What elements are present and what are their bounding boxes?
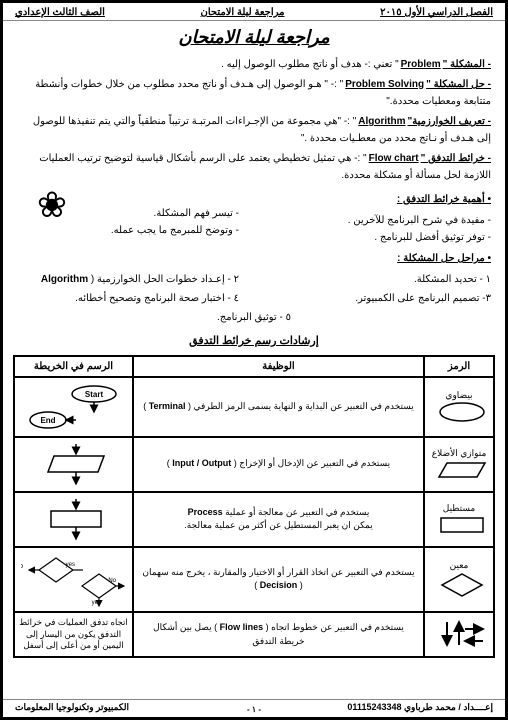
importance-title: • أهمية خرائط التدفق : (269, 191, 491, 208)
svg-text:Start: Start (85, 390, 104, 399)
process-drawing (14, 492, 133, 547)
flower-decoration: ❀ (17, 187, 67, 237)
decision-flow-drawing: yes No yes No (21, 552, 126, 607)
flowlines-symbol-cell (424, 612, 494, 658)
row-flowlines: يستخدم في التعبير عن خطوط اتجاه ( Flow l… (14, 612, 494, 658)
stages-row2: ٣- تصميم البرنامج على الكمبيوتر. ٤ - اخت… (17, 290, 491, 307)
definition-problem: - المشكلة "Problem" تعني :- هدف أو ناتج … (17, 56, 491, 73)
flowchart-symbols-table: الرمز الوظيفة الرسم في الخريطة بيضاوي يس… (13, 355, 495, 659)
header-right: الفصل الدراسي الأول ٢٠١٥ (380, 7, 493, 18)
th-function: الوظيفة (133, 356, 424, 377)
table-header-row: الرمز الوظيفة الرسم في الخريطة (14, 356, 494, 377)
io-symbol-cell: متوازي الأضلاع (424, 437, 494, 492)
importance-r2: - توفر توثيق أفضل للبرنامج . (269, 229, 491, 246)
table-title: إرشادات رسم خرائط التدفق (17, 332, 491, 351)
importance-section: • أهمية خرائط التدفق : - مفيدة في شرح ال… (17, 187, 491, 246)
stages-row1: ١ - تحديد المشكلة. ٢ - إعـداد خطوات الحل… (17, 271, 491, 288)
stage-2: ٢ - إعـداد خطوات الحل الخوارزمية ( Algor… (17, 271, 239, 288)
importance-r1: - مفيدة في شرح البرنامج للآخرين . (269, 212, 491, 229)
row-io: متوازي الأضلاع يستخدم في التعبير عن الإد… (14, 437, 494, 492)
page-number: - ١ - (247, 705, 261, 714)
decision-func: يستخدم في التعبير عن اتخاذ القرار أو الا… (133, 547, 424, 612)
page-header: الفصل الدراسي الأول ٢٠١٥ مراجعة ليلة الا… (3, 3, 505, 21)
svg-text:End: End (40, 416, 55, 425)
definition-algorithm: - تعريف الخوارزمية"Algorithm" :- "هي مجم… (17, 113, 491, 147)
process-flow-drawing (26, 497, 126, 542)
svg-text:No: No (21, 563, 23, 570)
terminal-flow-drawing: Start End (26, 382, 126, 432)
rectangle-shape-icon (437, 514, 487, 536)
arrows-shape-icon (437, 617, 487, 652)
stage-3: ٣- تصميم البرنامج على الكمبيوتر. (269, 290, 491, 307)
flowlines-func: يستخدم في التعبير عن خطوط اتجاه ( Flow l… (133, 612, 424, 658)
parallelogram-shape-icon (437, 459, 487, 481)
stage-1: ١ - تحديد المشكلة. (269, 271, 491, 288)
svg-text:No: No (108, 578, 116, 584)
row-process: مستطيل يستخدم في التعبير عن معالجة أو عم… (14, 492, 494, 547)
terminal-symbol-cell: بيضاوي (424, 377, 494, 437)
th-drawing: الرسم في الخريطة (14, 356, 133, 377)
process-symbol-cell: مستطيل (424, 492, 494, 547)
header-left: الصف الثالث الإعدادي (15, 7, 105, 18)
svg-text:yes: yes (66, 562, 75, 568)
page-footer: إعــــداد / محمد طرباوي 01115243348 - ١ … (3, 699, 505, 715)
stage-5: ٥ - توثيق البرنامج. (17, 309, 491, 326)
footer-right: إعــــداد / محمد طرباوي 01115243348 (347, 702, 493, 713)
decision-drawing: yes No yes No (14, 547, 133, 612)
io-flow-drawing (26, 442, 126, 487)
definition-flowchart: - خرائط التدفق "Flow chart" :- هي تمثيل … (17, 150, 491, 184)
io-func: يستخدم في التعبير عن الإدخال أو الإخراج … (133, 437, 424, 492)
stages-title: • مراحل حل المشكلة : (17, 250, 491, 267)
svg-text:yes: yes (92, 600, 101, 606)
diamond-shape-icon (437, 571, 487, 599)
row-terminal: بيضاوي يستخدم في التعبير عن البداية و ال… (14, 377, 494, 437)
flowlines-drawing-text: اتجاه تدفق العمليات في خرائط التدفق يكون… (14, 612, 133, 658)
content-area: - المشكلة "Problem" تعني :- هدف أو ناتج … (3, 56, 505, 351)
oval-shape-icon (437, 401, 487, 423)
decision-symbol-cell: معين (424, 547, 494, 612)
terminal-func: يستخدم في التعبير عن البداية و النهاية ي… (133, 377, 424, 437)
row-decision: معين يستخدم في التعبير عن اتخاذ القرار أ… (14, 547, 494, 612)
process-func: يستخدم في التعبير عن معالجة أو عملية Pro… (133, 492, 424, 547)
footer-left: الكمبيوتر وتكنولوجيا المعلومات (15, 702, 129, 713)
th-symbol: الرمز (424, 356, 494, 377)
definition-problem-solving: - حل المشكلة "Problem Solving" :- " هـو … (17, 76, 491, 110)
stage-4: ٤ - اختبار صحة البرنامج وتصحيح أخطائه. (17, 290, 239, 307)
io-drawing (14, 437, 133, 492)
main-title: مراجعة ليلة الامتحان (3, 21, 505, 56)
terminal-drawing: Start End (14, 377, 133, 437)
header-center: مراجعة ليلة الامتحان (201, 7, 285, 18)
